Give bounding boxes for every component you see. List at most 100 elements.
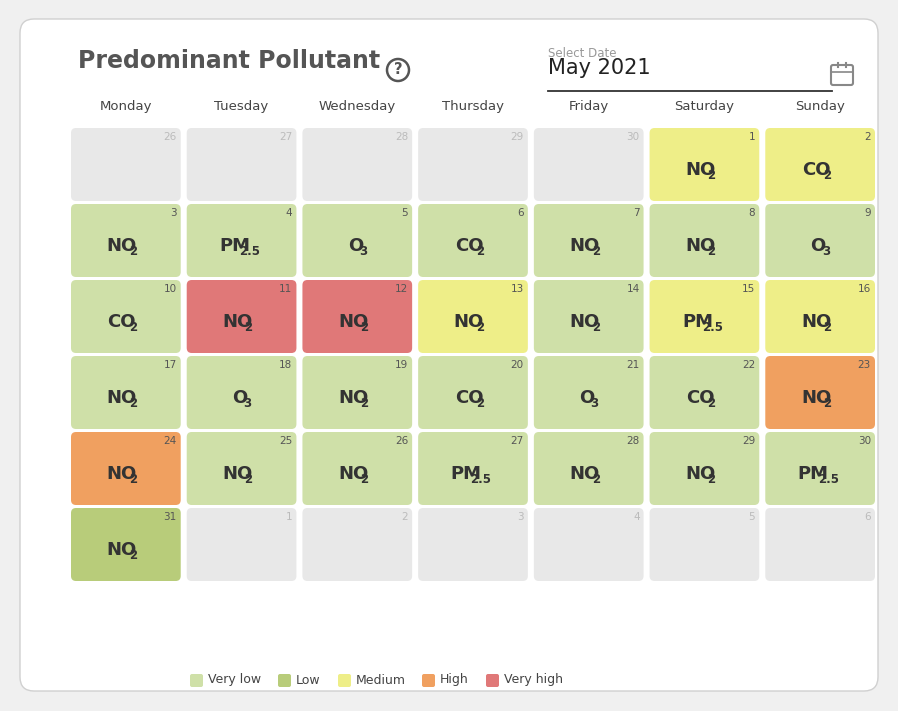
FancyBboxPatch shape — [486, 674, 499, 687]
Text: 2: 2 — [708, 169, 716, 182]
FancyBboxPatch shape — [71, 356, 180, 429]
Text: 2: 2 — [865, 132, 871, 142]
FancyBboxPatch shape — [418, 508, 528, 581]
Text: 18: 18 — [279, 360, 293, 370]
Text: NO: NO — [685, 237, 716, 255]
Text: 26: 26 — [395, 436, 409, 446]
Text: 2: 2 — [592, 321, 600, 334]
Text: 2.5: 2.5 — [702, 321, 723, 334]
Text: 30: 30 — [858, 436, 871, 446]
FancyBboxPatch shape — [649, 128, 760, 201]
Text: 2: 2 — [823, 397, 832, 410]
Text: O: O — [811, 237, 826, 255]
Text: 2: 2 — [244, 473, 252, 486]
Text: CO: CO — [686, 390, 715, 407]
Text: NO: NO — [107, 465, 137, 483]
Text: 27: 27 — [279, 132, 293, 142]
Text: 2: 2 — [823, 169, 832, 182]
Text: 2: 2 — [592, 245, 600, 258]
Text: 29: 29 — [511, 132, 524, 142]
Text: NO: NO — [339, 465, 368, 483]
Text: 28: 28 — [395, 132, 409, 142]
FancyBboxPatch shape — [71, 432, 180, 505]
Text: 16: 16 — [858, 284, 871, 294]
Text: 11: 11 — [279, 284, 293, 294]
Text: CO: CO — [454, 237, 483, 255]
Text: 2: 2 — [708, 397, 716, 410]
Text: May 2021: May 2021 — [548, 58, 651, 78]
Text: 25: 25 — [279, 436, 293, 446]
Text: 2: 2 — [360, 321, 368, 334]
Text: NO: NO — [223, 314, 252, 331]
Text: 2: 2 — [128, 397, 136, 410]
Text: Very high: Very high — [504, 673, 563, 687]
Text: 2: 2 — [360, 473, 368, 486]
Text: 20: 20 — [511, 360, 524, 370]
Text: 8: 8 — [749, 208, 755, 218]
FancyBboxPatch shape — [303, 128, 412, 201]
FancyBboxPatch shape — [533, 280, 644, 353]
Text: 2: 2 — [476, 397, 484, 410]
Text: 12: 12 — [395, 284, 409, 294]
FancyBboxPatch shape — [533, 356, 644, 429]
Text: 21: 21 — [626, 360, 639, 370]
FancyBboxPatch shape — [649, 356, 760, 429]
Text: 13: 13 — [511, 284, 524, 294]
FancyBboxPatch shape — [71, 204, 180, 277]
Text: 2: 2 — [592, 473, 600, 486]
Text: 2: 2 — [128, 245, 136, 258]
Text: 1: 1 — [286, 512, 293, 522]
FancyBboxPatch shape — [533, 128, 644, 201]
Text: 22: 22 — [742, 360, 755, 370]
FancyBboxPatch shape — [187, 204, 296, 277]
FancyBboxPatch shape — [20, 19, 878, 691]
Text: 1: 1 — [749, 132, 755, 142]
Text: O: O — [348, 237, 363, 255]
Text: 2: 2 — [708, 473, 716, 486]
Text: Predominant Pollutant: Predominant Pollutant — [78, 49, 380, 73]
FancyBboxPatch shape — [187, 128, 296, 201]
Text: 3: 3 — [517, 512, 524, 522]
FancyBboxPatch shape — [765, 280, 875, 353]
Text: 3: 3 — [243, 397, 251, 410]
FancyBboxPatch shape — [649, 280, 760, 353]
Text: 2: 2 — [128, 549, 136, 562]
Text: Sunday: Sunday — [796, 100, 845, 113]
Text: Low: Low — [296, 673, 321, 687]
Text: 17: 17 — [163, 360, 177, 370]
Text: 23: 23 — [858, 360, 871, 370]
Text: 6: 6 — [517, 208, 524, 218]
Text: ?: ? — [393, 63, 402, 77]
Text: NO: NO — [339, 314, 368, 331]
FancyBboxPatch shape — [765, 432, 875, 505]
FancyBboxPatch shape — [418, 128, 528, 201]
FancyBboxPatch shape — [533, 204, 644, 277]
Text: PM: PM — [797, 465, 829, 483]
FancyBboxPatch shape — [418, 356, 528, 429]
Text: Thursday: Thursday — [442, 100, 504, 113]
Text: 2: 2 — [823, 321, 832, 334]
Text: 4: 4 — [286, 208, 293, 218]
Text: Wednesday: Wednesday — [319, 100, 396, 113]
FancyBboxPatch shape — [278, 674, 291, 687]
FancyBboxPatch shape — [649, 508, 760, 581]
Text: 27: 27 — [511, 436, 524, 446]
FancyBboxPatch shape — [418, 432, 528, 505]
FancyBboxPatch shape — [190, 674, 203, 687]
Text: NO: NO — [107, 541, 137, 560]
Text: 14: 14 — [626, 284, 639, 294]
FancyBboxPatch shape — [187, 280, 296, 353]
FancyBboxPatch shape — [303, 356, 412, 429]
Text: PM: PM — [451, 465, 481, 483]
Text: High: High — [440, 673, 469, 687]
Text: 7: 7 — [633, 208, 639, 218]
Text: 3: 3 — [591, 397, 599, 410]
Text: NO: NO — [569, 314, 600, 331]
Text: 2: 2 — [128, 473, 136, 486]
Text: NO: NO — [107, 390, 137, 407]
FancyBboxPatch shape — [418, 280, 528, 353]
Text: NO: NO — [801, 314, 832, 331]
FancyBboxPatch shape — [187, 356, 296, 429]
Text: 2.5: 2.5 — [471, 473, 491, 486]
Text: Monday: Monday — [100, 100, 152, 113]
